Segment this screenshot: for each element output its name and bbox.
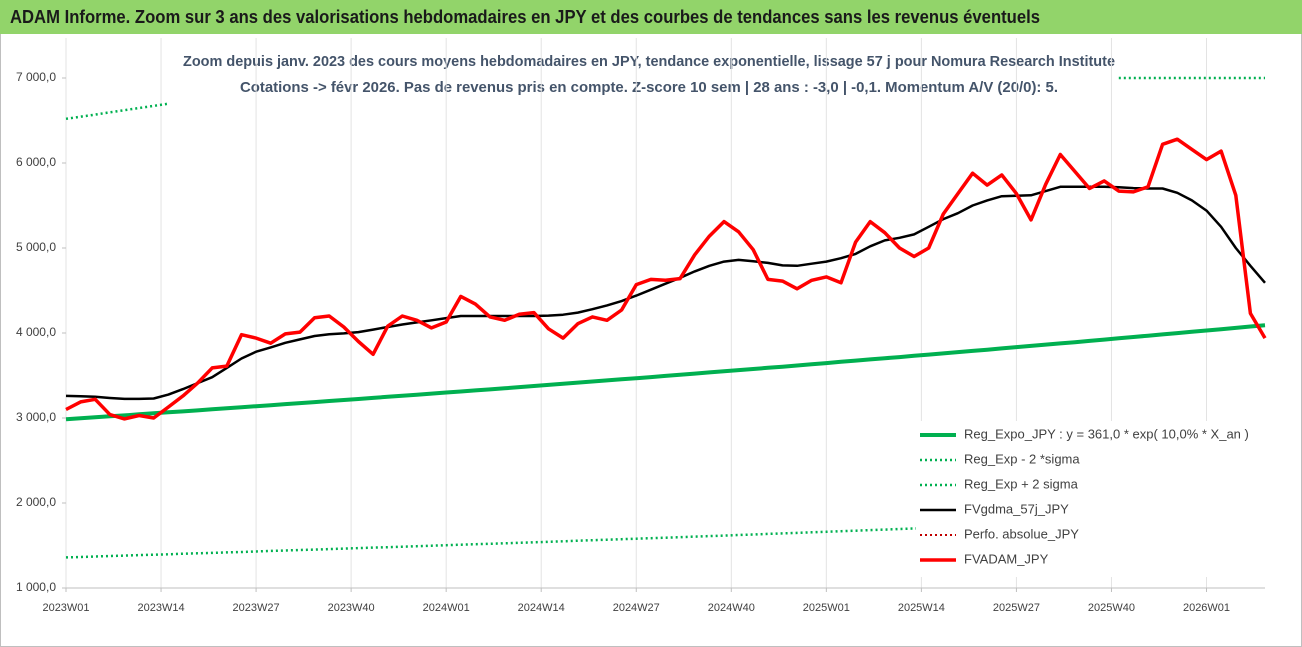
y-tick-label: 1 000,0 [16, 580, 56, 594]
y-tick-label: 4 000,0 [16, 325, 56, 339]
legend-label: Reg_Exp + 2 sigma [964, 476, 1079, 491]
legend-label: Reg_Expo_JPY : y = 361,0 * exp( 10,0% * … [964, 426, 1249, 441]
legend-label: Perfo. absolue_JPY [964, 526, 1079, 541]
plot-lines [65, 76, 1267, 559]
legend: Reg_Expo_JPY : y = 361,0 * exp( 10,0% * … [916, 421, 1268, 577]
legend-label: Reg_Exp - 2 *sigma [964, 451, 1080, 466]
y-tick-label: 6 000,0 [16, 155, 56, 169]
x-tick-label: 2024W01 [423, 602, 470, 614]
x-tick-label: 2025W40 [1088, 602, 1135, 614]
chart-subtitle: Zoom depuis janv. 2023 des cours moyens … [183, 53, 1115, 70]
x-tick-label: 2023W01 [42, 602, 89, 614]
chart-subtitle: Cotations -> févr 2026. Pas de revenus p… [240, 79, 1058, 96]
x-tick-label: 2026W01 [1183, 602, 1230, 614]
series-line [65, 137, 1267, 421]
x-tick-label: 2024W14 [518, 602, 565, 614]
series-line [65, 76, 1265, 121]
title-banner [0, 0, 1302, 34]
x-tick-label: 2023W14 [137, 602, 184, 614]
x-tick-label: 2024W40 [708, 602, 755, 614]
chart-title: ADAM Informe. Zoom sur 3 ans des valoris… [10, 7, 1040, 27]
legend-label: FVADAM_JPY [964, 551, 1049, 566]
y-tick-label: 2 000,0 [16, 495, 56, 509]
series-line [65, 323, 1266, 422]
x-tick-label: 2024W27 [613, 602, 660, 614]
axes: 1 000,0 2 000,0 3 000,0 4 000,0 5 000,0 6 000… [16, 70, 1265, 614]
legend-label: FVgdma_57j_JPY [964, 501, 1069, 516]
series-line [65, 185, 1266, 401]
y-tick-label: 7 000,0 [16, 70, 56, 84]
x-tick-label: 2025W01 [803, 602, 850, 614]
y-tick-label: 5 000,0 [16, 240, 56, 254]
x-tick-label: 2025W27 [993, 602, 1040, 614]
y-tick-label: 3 000,0 [16, 410, 56, 424]
x-tick-label: 2025W14 [898, 602, 945, 614]
x-tick-label: 2023W27 [233, 602, 280, 614]
x-tick-label: 2023W40 [328, 602, 375, 614]
legend-box [916, 421, 1268, 577]
